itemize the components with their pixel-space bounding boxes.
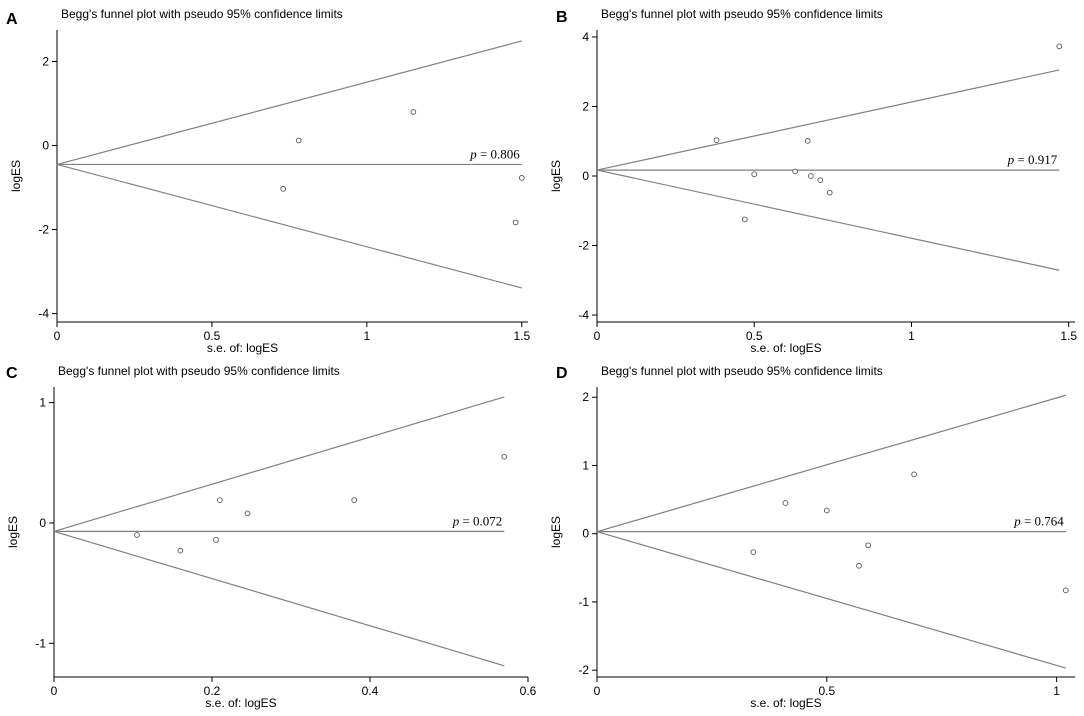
panel-d-study-point bbox=[911, 471, 917, 478]
panel-b-lower-limit-line bbox=[596, 169, 1060, 271]
panel-d-lower-limit-line bbox=[596, 531, 1066, 669]
panel-a-y-tick-label: 2 bbox=[42, 55, 49, 69]
panel-b-x-tick-label: 0.5 bbox=[746, 329, 763, 343]
panel-b-y-tick-label: 2 bbox=[582, 99, 589, 113]
panel-c-study-point bbox=[213, 536, 219, 543]
panel-c-title: Begg's funnel plot with pseudo 95% confi… bbox=[58, 364, 340, 378]
panel-b-study-point bbox=[741, 216, 748, 223]
panel-b-study-point bbox=[807, 173, 814, 179]
panel-a-x-tick-label: 1 bbox=[364, 329, 371, 343]
panel-d-study-point bbox=[750, 549, 757, 555]
panel-a-y-tick-label: 0 bbox=[42, 139, 49, 153]
panel-d-x-tick-label: 0.5 bbox=[818, 684, 835, 698]
panel-c-y-tick-label: 1 bbox=[39, 396, 46, 410]
panel-a-y-tick-label: -4 bbox=[38, 307, 49, 321]
panel-b-x-tick-label: 1 bbox=[908, 329, 915, 343]
panel-a-study-point bbox=[280, 185, 287, 192]
panel-b-study-point bbox=[817, 177, 824, 184]
panel-b-study-point bbox=[751, 171, 758, 178]
panel-c: C Begg's funnel plot with pseudo 95% conf… bbox=[6, 364, 537, 710]
panel-b-y-tick-label: 0 bbox=[582, 169, 589, 183]
panel-b-letter: B bbox=[556, 9, 568, 26]
panel-d-y-axis-label: logES bbox=[549, 516, 563, 548]
panel-a-study-point bbox=[518, 175, 525, 181]
panel-a-study-point bbox=[410, 109, 417, 115]
panel-b-study-point bbox=[804, 138, 811, 144]
panel-c-y-tick-label: 0 bbox=[39, 516, 46, 530]
panel-a-x-tick-label: 0.5 bbox=[204, 329, 221, 343]
panel-c-study-point bbox=[217, 497, 223, 503]
panel-d-x-axis-label: s.e. of: logES bbox=[750, 696, 821, 710]
panel-a: A Begg's funnel plot with pseudo 95% conf… bbox=[6, 7, 530, 355]
panel-c-y-axis-label: logES bbox=[6, 516, 20, 548]
panel-c-y-tick-label: -1 bbox=[35, 636, 46, 650]
panel-d-study-point bbox=[782, 500, 789, 506]
panel-a-letter: A bbox=[6, 11, 18, 28]
panel-c-lower-limit-line bbox=[53, 530, 505, 667]
panel-c-study-point bbox=[177, 547, 184, 554]
panel-a-p-value: p = 0.806 bbox=[469, 146, 520, 161]
panel-b-y-axis-label: logES bbox=[549, 160, 563, 192]
panel-d-study-point bbox=[823, 507, 830, 514]
panel-c-study-point bbox=[134, 532, 140, 538]
panel-c-x-tick-label: 0.2 bbox=[204, 684, 221, 698]
panel-d-y-tick-label: 0 bbox=[582, 527, 589, 541]
panel-d-y-tick-label: -1 bbox=[578, 595, 589, 609]
panel-d-y-tick-label: 2 bbox=[582, 390, 589, 404]
panel-a-x-tick-label: 1.5 bbox=[513, 329, 530, 343]
panel-c-x-tick-label: 0.4 bbox=[362, 684, 379, 698]
panel-b: B Begg's funnel plot with pseudo 95% conf… bbox=[549, 7, 1077, 355]
panel-c-upper-limit-line bbox=[53, 396, 505, 532]
panel-b-study-point bbox=[792, 168, 798, 175]
panel-b-x-axis-label: s.e. of: logES bbox=[750, 341, 821, 355]
panel-b-study-point bbox=[1056, 43, 1063, 50]
panel-c-study-point bbox=[351, 497, 358, 503]
panel-a-title: Begg's funnel plot with pseudo 95% confi… bbox=[61, 7, 343, 21]
panel-d-p-value: p = 0.764 bbox=[1013, 514, 1064, 529]
panel-a-x-tick-label: 0 bbox=[54, 329, 61, 343]
panel-b-y-tick-label: -4 bbox=[578, 308, 589, 322]
panel-a-lower-limit-line bbox=[56, 163, 522, 289]
panel-b-title: Begg's funnel plot with pseudo 95% confi… bbox=[601, 7, 883, 21]
panel-a-y-axis-label: logES bbox=[9, 160, 23, 192]
panel-d: D Begg's funnel plot with pseudo 95% conf… bbox=[549, 364, 1075, 710]
panel-b-y-tick-label: -2 bbox=[578, 239, 589, 253]
panel-a-upper-limit-line bbox=[56, 40, 522, 166]
panel-d-study-point bbox=[1062, 587, 1069, 594]
panel-b-study-point bbox=[713, 137, 720, 144]
panel-c-x-tick-label: 0 bbox=[51, 684, 58, 698]
panel-c-study-point bbox=[501, 453, 508, 460]
panel-d-study-point bbox=[865, 542, 872, 549]
panel-c-letter: C bbox=[6, 365, 18, 382]
panel-d-title: Begg's funnel plot with pseudo 95% confi… bbox=[601, 364, 883, 378]
panel-d-upper-limit-line bbox=[596, 394, 1066, 533]
panel-d-study-point bbox=[856, 562, 862, 569]
panel-d-x-tick-label: 0 bbox=[594, 684, 601, 698]
panel-d-letter: D bbox=[556, 365, 568, 382]
panel-d-y-tick-label: -2 bbox=[578, 663, 589, 677]
panel-a-study-point bbox=[295, 137, 302, 144]
panel-a-x-axis-label: s.e. of: logES bbox=[207, 341, 278, 355]
panel-b-p-value: p = 0.917 bbox=[1007, 152, 1058, 167]
panel-a-y-tick-label: -2 bbox=[38, 223, 49, 237]
panel-b-x-tick-label: 1.5 bbox=[1060, 329, 1077, 343]
panel-c-x-axis-label: s.e. of: logES bbox=[205, 696, 276, 710]
panel-a-study-point bbox=[512, 219, 519, 226]
panel-b-x-tick-label: 0 bbox=[594, 329, 601, 343]
panel-c-study-point bbox=[244, 510, 251, 517]
panel-c-p-value: p = 0.072 bbox=[452, 513, 503, 528]
panel-b-y-tick-label: 4 bbox=[582, 30, 589, 44]
panel-b-upper-limit-line bbox=[596, 69, 1060, 171]
panel-d-x-tick-label: 1 bbox=[1053, 684, 1060, 698]
panel-b-study-point bbox=[826, 189, 833, 196]
panel-d-y-tick-label: 1 bbox=[582, 458, 589, 472]
panel-c-x-tick-label: 0.6 bbox=[520, 684, 537, 698]
